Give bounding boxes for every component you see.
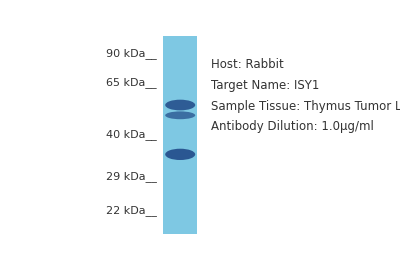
- Text: Host: Rabbit: Host: Rabbit: [211, 58, 284, 72]
- Ellipse shape: [165, 100, 195, 110]
- Ellipse shape: [165, 111, 195, 119]
- Text: 40 kDa__: 40 kDa__: [106, 129, 157, 140]
- Text: 65 kDa__: 65 kDa__: [106, 77, 157, 88]
- Text: Antibody Dilution: 1.0μg/ml: Antibody Dilution: 1.0μg/ml: [211, 120, 374, 133]
- Bar: [163, 36, 197, 234]
- Text: 22 kDa__: 22 kDa__: [106, 205, 157, 216]
- Text: 90 kDa__: 90 kDa__: [106, 48, 157, 59]
- Text: Sample Tissue: Thymus Tumor Lysate: Sample Tissue: Thymus Tumor Lysate: [211, 100, 400, 113]
- Ellipse shape: [165, 149, 195, 160]
- Text: 29 kDa__: 29 kDa__: [106, 171, 157, 182]
- Text: Target Name: ISY1: Target Name: ISY1: [211, 79, 320, 92]
